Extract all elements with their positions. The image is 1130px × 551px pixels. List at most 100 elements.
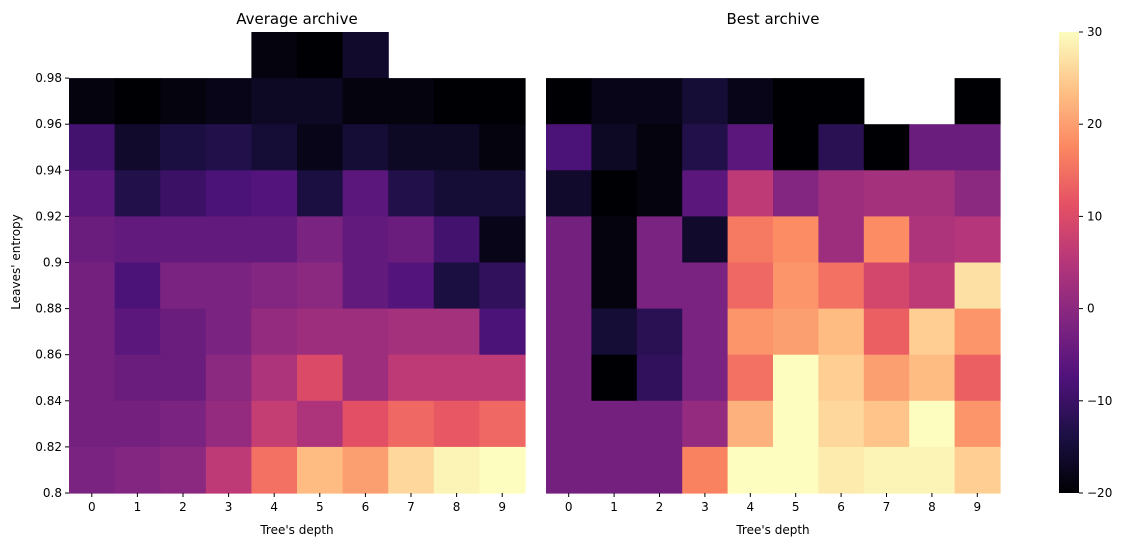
- x-tick-label: 4: [270, 500, 278, 514]
- heatmap-cell-average: [433, 308, 480, 356]
- heatmap-cell-best: [818, 308, 865, 356]
- heatmap-cell-best: [909, 446, 956, 494]
- heatmap-cell-best: [954, 170, 1001, 217]
- heatmap-cell-average: [388, 400, 435, 448]
- x-tick-label: 7: [883, 500, 891, 514]
- heatmap-cell-best: [863, 446, 910, 494]
- best-archive-panel: Best archive 0 1 2 3 4 5 6 7 8 9 Tree's depth: [546, 10, 1001, 537]
- heatmap-cell-best: [954, 124, 1001, 171]
- heatmap-cell-best: [727, 170, 774, 217]
- heatmap-cell-best: [591, 308, 638, 356]
- heatmap-cell-average: [388, 354, 435, 402]
- heatmap-cell-best: [954, 446, 1001, 494]
- x-tick-label: 1: [610, 500, 618, 514]
- heatmap-cell-average: [114, 446, 161, 494]
- heatmap-cell-best: [546, 308, 592, 356]
- heatmap-cell-average: [433, 78, 480, 125]
- heatmap-cell-average: [479, 170, 526, 217]
- heatmap-cell-average: [114, 124, 161, 171]
- heatmap-cell-best: [909, 308, 956, 356]
- heatmap-cell-average: [205, 308, 252, 356]
- heatmap-cell-average: [69, 124, 116, 171]
- heatmap-cell-average: [342, 262, 389, 310]
- heatmap-cell-average: [433, 400, 480, 448]
- heatmap-cell-average: [251, 216, 298, 264]
- heatmap-cell-average: [160, 400, 207, 448]
- x-axis-ticks-best: 0 1 2 3 4 5 6 7 8 9: [565, 493, 981, 514]
- heatmap-cell-best: [954, 354, 1001, 402]
- heatmap-cell-best: [636, 446, 683, 494]
- heatmap-cell-average: [160, 308, 207, 356]
- heatmap-cell-average: [69, 78, 116, 125]
- x-tick-label: 1: [134, 500, 142, 514]
- heatmap-cell-average: [114, 216, 161, 264]
- heatmap-cell-best: [682, 216, 729, 264]
- heatmap-cell-average: [479, 124, 526, 171]
- x-tick-label: 0: [88, 500, 96, 514]
- heatmap-cell-best: [591, 170, 638, 217]
- x-tick-label: 9: [973, 500, 981, 514]
- heatmap-cell-average: [297, 170, 344, 217]
- x-tick-label: 8: [453, 500, 461, 514]
- x-tick-label: 9: [498, 500, 506, 514]
- colorbar-tick-label: 20: [1087, 117, 1102, 131]
- best-archive-title: Best archive: [726, 10, 819, 28]
- heatmap-cell-average: [114, 262, 161, 310]
- heatmap-cell-best: [909, 124, 956, 171]
- heatmap-cell-average: [388, 262, 435, 310]
- x-tick-label: 6: [362, 500, 370, 514]
- heatmap-cell-best: [682, 354, 729, 402]
- heatmap-cell-best: [546, 262, 592, 310]
- heatmap-cell-best: [727, 446, 774, 494]
- heatmap-cell-average: [251, 400, 298, 448]
- heatmap-cell-average: [69, 354, 116, 402]
- heatmap-cell-best: [591, 400, 638, 448]
- heatmap-cell-best: [818, 124, 865, 171]
- x-tick-label: 5: [792, 500, 800, 514]
- heatmap-cell-average: [114, 400, 161, 448]
- heatmap-cell-best: [773, 124, 819, 171]
- heatmap-cell-best: [727, 308, 774, 356]
- x-tick-label: 6: [837, 500, 845, 514]
- heatmap-cell-average: [342, 308, 389, 356]
- heatmap-cell-best: [727, 262, 774, 310]
- heatmap-cell-best: [591, 354, 638, 402]
- heatmap-cell-best: [818, 446, 865, 494]
- heatmap-cell-best: [909, 170, 956, 217]
- heatmap-cell-best: [863, 170, 910, 217]
- heatmap-cell-best: [954, 308, 1001, 356]
- heatmap-cell-average: [251, 170, 298, 217]
- heatmap-cell-average: [297, 216, 344, 264]
- y-tick-label: 0.92: [35, 209, 62, 223]
- heatmap-cell-best: [682, 308, 729, 356]
- heatmap-cell-average: [433, 262, 480, 310]
- x-tick-label: 0: [565, 500, 573, 514]
- heatmap-cell-best: [591, 216, 638, 264]
- heatmap-cell-average: [342, 354, 389, 402]
- y-tick-label: 0.8: [43, 486, 62, 500]
- heatmap-cell-best: [818, 400, 865, 448]
- heatmap-cell-best: [773, 78, 819, 125]
- colorbar: 30 20 10 0 −10 −20: [1059, 25, 1112, 500]
- heatmap-cell-average: [388, 170, 435, 217]
- heatmap-cell-best: [773, 354, 819, 402]
- x-axis-ticks-average: 0 1 2 3 4 5 6 7 8 9: [88, 493, 506, 514]
- heatmap-cell-average: [297, 446, 344, 494]
- heatmap-cell-best: [636, 400, 683, 448]
- x-tick-label: 2: [179, 500, 187, 514]
- heatmap-cell-average: [205, 124, 252, 171]
- heatmap-cell-average: [388, 446, 435, 494]
- heatmap-cell-average: [160, 446, 207, 494]
- heatmap-cell-average: [479, 354, 526, 402]
- heatmap-cell-average: [114, 354, 161, 402]
- heatmap-cell-average: [114, 308, 161, 356]
- heatmap-cell-best: [863, 308, 910, 356]
- heatmap-cell-average: [479, 308, 526, 356]
- heatmap-cell-best: [727, 78, 774, 125]
- x-tick-label: 3: [225, 500, 233, 514]
- x-tick-label: 7: [407, 500, 415, 514]
- heatmap-cell-best: [636, 262, 683, 310]
- heatmap-cell-best: [546, 124, 592, 171]
- heatmap-cell-best: [636, 354, 683, 402]
